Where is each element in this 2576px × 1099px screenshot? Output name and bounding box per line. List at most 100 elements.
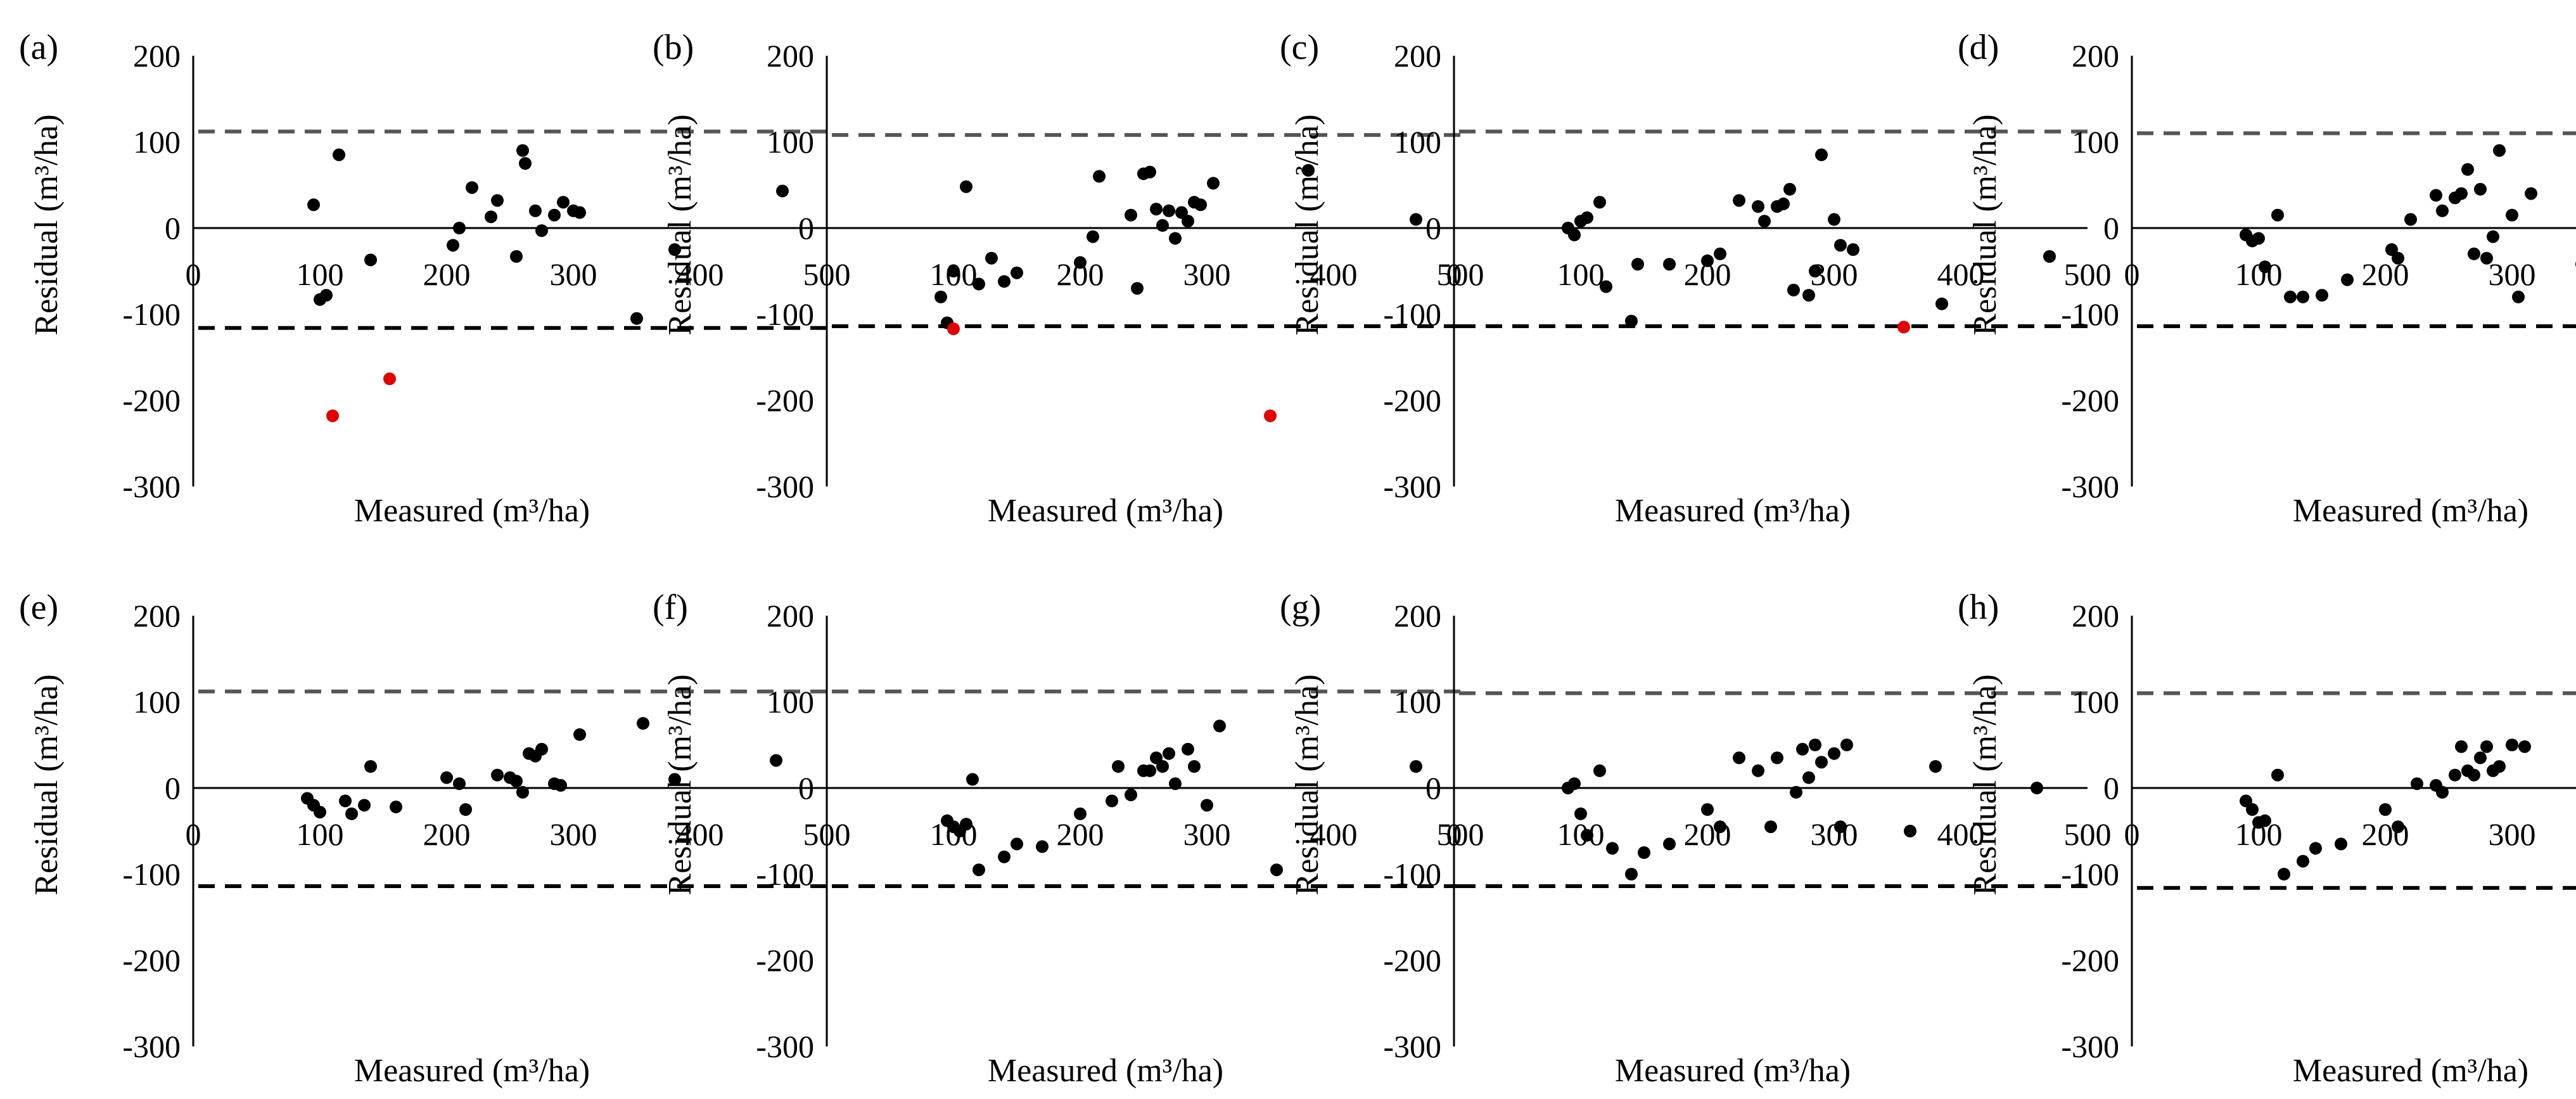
x-tick-label: 300 <box>2489 257 2536 292</box>
data-point <box>2518 740 2531 753</box>
x-axis-title: Measured (m³/ha) <box>988 1053 1223 1089</box>
data-point <box>2284 290 2297 303</box>
y-axis-title: Residual (m³/ha) <box>1967 674 2003 895</box>
data-point <box>573 728 586 741</box>
data-point <box>2461 163 2474 176</box>
x-tick-label: 300 <box>1811 816 1858 852</box>
data-point <box>1593 196 1606 209</box>
data-point <box>535 224 548 238</box>
x-tick-label: 0 <box>186 816 201 852</box>
data-point <box>2468 768 2480 782</box>
data-point <box>1631 258 1644 271</box>
data-point <box>1771 751 1783 765</box>
y-tick-label: -100 <box>122 856 181 892</box>
data-point <box>1802 771 1815 784</box>
data-point <box>491 194 504 207</box>
data-point <box>1809 265 1821 277</box>
x-tick-label: 200 <box>1057 816 1104 852</box>
data-point <box>1764 820 1777 834</box>
x-tick-label: 0 <box>1446 816 1462 852</box>
panel-b: (b)2001000-100-200-3000100200300400500Re… <box>653 28 1484 529</box>
data-point <box>307 198 320 212</box>
data-point <box>1207 177 1220 190</box>
x-tick-label: 400 <box>677 257 724 292</box>
data-point <box>1581 211 1593 224</box>
outlier-point <box>1897 321 1910 334</box>
data-point <box>1815 148 1828 162</box>
y-tick-label: 0 <box>1425 210 1441 246</box>
data-point <box>1625 868 1638 880</box>
panel-label: (f) <box>653 588 688 627</box>
x-tick-label: 0 <box>819 816 835 852</box>
data-point <box>2297 854 2309 868</box>
y-tick-label: 100 <box>767 684 814 720</box>
data-point <box>1802 289 1815 302</box>
y-tick-label: -300 <box>122 1029 181 1064</box>
x-axis-title: Measured (m³/ha) <box>1615 1053 1851 1089</box>
data-point <box>1156 219 1169 232</box>
y-tick-label: 100 <box>2072 684 2119 720</box>
data-point <box>459 803 472 816</box>
y-tick-label: -200 <box>1383 383 1441 418</box>
data-point <box>2316 289 2328 302</box>
data-point <box>972 863 985 877</box>
data-point <box>510 775 523 788</box>
x-axis-title: Measured (m³/ha) <box>354 1053 590 1089</box>
data-point <box>1169 777 1182 791</box>
y-axis-title: Residual (m³/ha) <box>29 114 65 335</box>
data-point <box>2392 820 2404 834</box>
data-point <box>2392 251 2404 265</box>
y-tick-label: 0 <box>798 770 814 806</box>
y-tick-label: -100 <box>2061 296 2119 332</box>
data-point <box>1714 820 1726 834</box>
y-tick-label: 200 <box>2072 38 2119 73</box>
data-point <box>529 204 542 217</box>
data-point <box>1270 863 1283 877</box>
data-point <box>333 148 345 162</box>
data-point <box>1733 751 1745 765</box>
y-tick-label: -200 <box>122 943 181 978</box>
data-point <box>1701 254 1714 267</box>
data-point <box>2404 213 2417 226</box>
data-point <box>2506 208 2518 222</box>
data-point <box>1847 243 1859 256</box>
data-point <box>1714 247 1726 260</box>
y-tick-label: -300 <box>2061 469 2119 504</box>
data-point <box>1194 198 1207 212</box>
data-point <box>1087 230 1099 243</box>
data-point <box>1752 764 1764 777</box>
data-point <box>1093 170 1106 183</box>
data-point <box>466 181 478 194</box>
y-tick-label: -200 <box>756 943 814 978</box>
data-point <box>2480 740 2493 753</box>
data-point <box>947 265 960 277</box>
data-point <box>2436 204 2449 217</box>
data-point <box>1112 760 1125 773</box>
data-point <box>1169 232 1182 245</box>
data-point <box>516 785 529 799</box>
x-tick-label: 0 <box>186 257 201 292</box>
data-point <box>2246 803 2259 816</box>
data-point <box>1790 785 1802 799</box>
data-point <box>390 800 402 813</box>
data-point <box>358 799 371 812</box>
data-point <box>1125 208 1137 222</box>
y-axis-title: Residual (m³/ha) <box>1289 114 1325 335</box>
outlier-point <box>326 409 339 422</box>
y-tick-label: -300 <box>2061 1029 2119 1064</box>
x-tick-label: 300 <box>1183 816 1231 852</box>
y-tick-label: -300 <box>122 469 181 504</box>
panel-label: (e) <box>19 588 58 627</box>
x-axis-title: Measured (m³/ha) <box>2293 1053 2528 1089</box>
data-point <box>519 157 532 170</box>
x-tick-label: 300 <box>550 816 597 852</box>
data-point <box>2259 814 2271 827</box>
data-point <box>2271 208 2284 222</box>
y-tick-label: 0 <box>1425 770 1441 806</box>
x-tick-label: 500 <box>1437 816 1484 852</box>
y-tick-label: 100 <box>133 124 181 160</box>
data-point <box>447 239 459 252</box>
y-axis-title: Residual (m³/ha) <box>1967 114 2003 335</box>
